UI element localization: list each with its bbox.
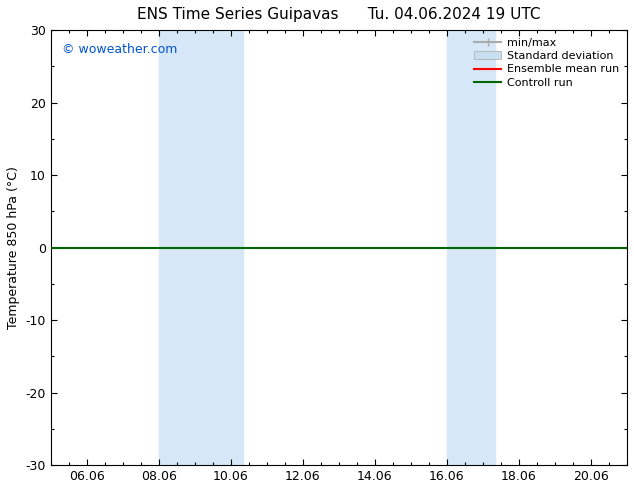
- Title: ENS Time Series Guipavas      Tu. 04.06.2024 19 UTC: ENS Time Series Guipavas Tu. 04.06.2024 …: [137, 7, 541, 22]
- Y-axis label: Temperature 850 hPa (°C): Temperature 850 hPa (°C): [7, 166, 20, 329]
- Bar: [158, 30, 243, 465]
- Text: © woweather.com: © woweather.com: [62, 43, 178, 56]
- Legend: min/max, Standard deviation, Ensemble mean run, Controll run: min/max, Standard deviation, Ensemble me…: [472, 36, 621, 90]
- Bar: [447, 30, 495, 465]
